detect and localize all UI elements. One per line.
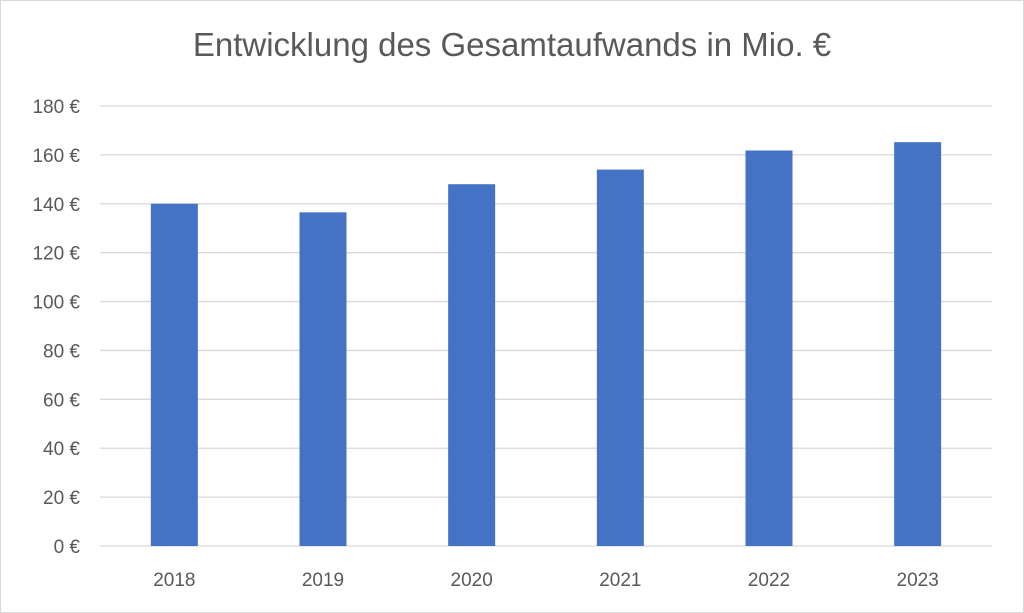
y-tick-label: 120 € — [32, 244, 80, 265]
bar-2022 — [745, 150, 793, 546]
bar-2019 — [299, 212, 347, 547]
y-tick-label: 180 € — [32, 97, 80, 118]
x-tick-label: 2023 — [897, 570, 939, 591]
bar-2023 — [894, 142, 942, 546]
y-tick-label: 20 € — [43, 488, 80, 509]
y-tick-label: 140 € — [32, 195, 80, 216]
bars — [150, 142, 942, 547]
y-tick-label: 100 € — [32, 293, 80, 314]
y-tick-label: 0 € — [54, 537, 81, 558]
y-tick-label: 80 € — [43, 341, 80, 362]
x-tick-label: 2020 — [451, 570, 493, 591]
x-axis-tick-labels: 2018 2019 2020 2021 2022 2023 — [153, 570, 939, 591]
gridlines — [100, 105, 992, 547]
y-tick-label: 160 € — [32, 146, 80, 167]
y-axis-tick-labels: 0 € 20 € 40 € 60 € 80 € 100 € 120 € 140 € 160 € 1… — [32, 97, 80, 558]
y-tick-label: 40 € — [43, 439, 80, 460]
x-tick-label: 2022 — [748, 570, 790, 591]
bar-2018 — [150, 203, 198, 546]
chart-title: Entwicklung des Gesamtaufwands in Mio. € — [192, 26, 832, 63]
y-tick-label: 60 € — [43, 390, 80, 411]
x-tick-label: 2021 — [599, 570, 641, 591]
bar-2021 — [596, 169, 644, 547]
x-tick-label: 2018 — [153, 570, 195, 591]
bar-2020 — [448, 184, 496, 546]
x-tick-label: 2019 — [302, 570, 344, 591]
